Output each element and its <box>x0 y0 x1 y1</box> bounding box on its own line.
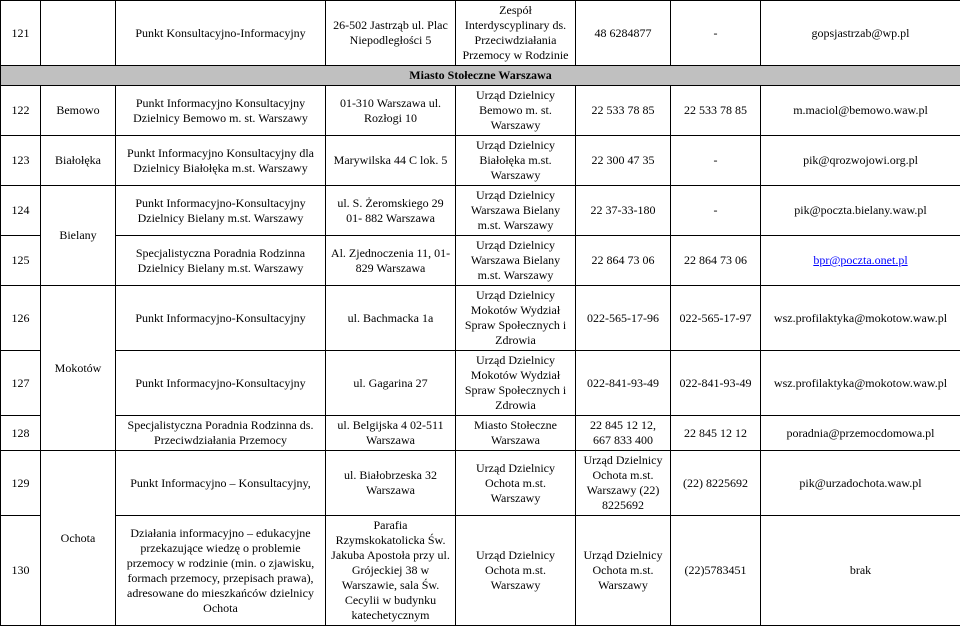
email-link[interactable]: bpr@poczta.onet.pl <box>813 253 907 267</box>
cell-phone1: 22 37-33-180 <box>576 186 671 236</box>
cell-email: poradnia@przemocdomowa.pl <box>761 416 960 451</box>
cell-email: m.maciol@bemowo.waw.pl <box>761 86 960 136</box>
cell-email: wsz.profilaktyka@mokotow.waw.pl <box>761 351 960 416</box>
table-row: 127 Punkt Informacyjno-Konsultacyjny ul.… <box>1 351 960 416</box>
cell-id: 126 <box>1 286 41 351</box>
cell-id: 122 <box>1 86 41 136</box>
table-row: 124 Bielany Punkt Informacyjno-Konsultac… <box>1 186 960 236</box>
cell-org: Urząd Dzielnicy Białołęka m.st. Warszawy <box>456 136 576 186</box>
cell-org: Urząd Dzielnicy Mokotów Wydział Spraw Sp… <box>456 351 576 416</box>
table-row: 128 Specjalistyczna Poradnia Rodzinna ds… <box>1 416 960 451</box>
cell-address: Al. Zjednoczenia 11, 01-829 Warszawa <box>326 236 456 286</box>
section-header-row: Miasto Stołeczne Warszawa <box>1 66 960 86</box>
cell-phone1: 22 300 47 35 <box>576 136 671 186</box>
cell-phone2: 22 845 12 12 <box>671 416 761 451</box>
cell-email: bpr@poczta.onet.pl <box>761 236 960 286</box>
cell-org: Zespół Interdyscyplinary ds. Przeciwdzia… <box>456 1 576 66</box>
cell-org: Urząd Dzielnicy Warszawa Bielany m.st. W… <box>456 236 576 286</box>
cell-address: ul. Gagarina 27 <box>326 351 456 416</box>
table-row: 123 Białołęka Punkt Informacyjno Konsult… <box>1 136 960 186</box>
cell-org: Urząd Dzielnicy Bemowo m. st. Warszawy <box>456 86 576 136</box>
cell-phone2: (22) 8225692 <box>671 451 761 516</box>
data-table: 121 Punkt Konsultacyjno-Informacyjny 26-… <box>0 0 960 626</box>
cell-org: Urząd Dzielnicy Ochota m.st. Warszawy <box>456 451 576 516</box>
cell-id: 127 <box>1 351 41 416</box>
cell-district: Bielany <box>41 186 116 286</box>
cell-phone2: 022-841-93-49 <box>671 351 761 416</box>
cell-org: Urząd Dzielnicy Ochota m.st. Warszawy <box>456 516 576 626</box>
cell-name: Punkt Informacyjno-Konsultacyjny <box>116 351 326 416</box>
table-row: 129 Ochota Punkt Informacyjno – Konsulta… <box>1 451 960 516</box>
cell-phone1: 22 533 78 85 <box>576 86 671 136</box>
cell-district: Ochota <box>41 451 116 626</box>
cell-phone1: Urząd Dzielnicy Ochota m.st. Warszawy (2… <box>576 451 671 516</box>
cell-phone1: 22 864 73 06 <box>576 236 671 286</box>
cell-email: pik@poczta.bielany.waw.pl <box>761 186 960 236</box>
cell-email: pik@urzadochota.waw.pl <box>761 451 960 516</box>
cell-address: Parafia Rzymskokatolicka Św. Jakuba Apos… <box>326 516 456 626</box>
cell-address: 26-502 Jastrząb ul. Plac Niepodległości … <box>326 1 456 66</box>
cell-id: 130 <box>1 516 41 626</box>
cell-org: Urząd Dzielnicy Mokotów Wydział Spraw Sp… <box>456 286 576 351</box>
cell-name: Punkt Konsultacyjno-Informacyjny <box>116 1 326 66</box>
cell-id: 128 <box>1 416 41 451</box>
cell-phone1: 022-565-17-96 <box>576 286 671 351</box>
cell-name: Punkt Informacyjno – Konsultacyjny, <box>116 451 326 516</box>
cell-district: Mokotów <box>41 286 116 451</box>
cell-phone1: 022-841-93-49 <box>576 351 671 416</box>
cell-phone2: 22 864 73 06 <box>671 236 761 286</box>
table-row: 126 Mokotów Punkt Informacyjno-Konsultac… <box>1 286 960 351</box>
cell-address: ul. Belgijska 4 02-511 Warszawa <box>326 416 456 451</box>
cell-email: wsz.profilaktyka@mokotow.waw.pl <box>761 286 960 351</box>
table-row: 130 Działania informacyjno – edukacyjne … <box>1 516 960 626</box>
cell-district <box>41 1 116 66</box>
cell-phone2: 022-565-17-97 <box>671 286 761 351</box>
cell-name: Punkt Informacyjno Konsultacyjny Dzielni… <box>116 86 326 136</box>
cell-name: Działania informacyjno – edukacyjne prze… <box>116 516 326 626</box>
cell-email: gopsjastrzab@wp.pl <box>761 1 960 66</box>
cell-address: 01-310 Warszawa ul. Rozłogi 10 <box>326 86 456 136</box>
cell-email: brak <box>761 516 960 626</box>
cell-phone1: Urząd Dzielnicy Ochota m.st. Warszawy <box>576 516 671 626</box>
table-row: 121 Punkt Konsultacyjno-Informacyjny 26-… <box>1 1 960 66</box>
cell-phone2: - <box>671 136 761 186</box>
cell-org: Miasto Stołeczne Warszawa <box>456 416 576 451</box>
cell-phone1: 48 6284877 <box>576 1 671 66</box>
cell-address: ul. S. Żeromskiego 29 01- 882 Warszawa <box>326 186 456 236</box>
cell-name: Specjalistyczna Poradnia Rodzinna ds. Pr… <box>116 416 326 451</box>
cell-name: Punkt Informacyjno Konsultacyjny dla Dzi… <box>116 136 326 186</box>
cell-phone1: 22 845 12 12, 667 833 400 <box>576 416 671 451</box>
cell-address: Marywilska 44 C lok. 5 <box>326 136 456 186</box>
cell-phone2: 22 533 78 85 <box>671 86 761 136</box>
cell-org: Urząd Dzielnicy Warszawa Bielany m.st. W… <box>456 186 576 236</box>
cell-phone2: (22)5783451 <box>671 516 761 626</box>
cell-name: Specjalistyczna Poradnia Rodzinna Dzieln… <box>116 236 326 286</box>
cell-id: 123 <box>1 136 41 186</box>
cell-phone2: - <box>671 186 761 236</box>
cell-district: Białołęka <box>41 136 116 186</box>
cell-name: Punkt Informacyjno-Konsultacyjny <box>116 286 326 351</box>
cell-address: ul. Białobrzeska 32 Warszawa <box>326 451 456 516</box>
cell-id: 121 <box>1 1 41 66</box>
cell-id: 124 <box>1 186 41 236</box>
cell-district: Bemowo <box>41 86 116 136</box>
cell-name: Punkt Informacyjno-Konsultacyjny Dzielni… <box>116 186 326 236</box>
cell-email: pik@qrozwojowi.org.pl <box>761 136 960 186</box>
section-header: Miasto Stołeczne Warszawa <box>1 66 960 86</box>
cell-phone2: - <box>671 1 761 66</box>
cell-id: 129 <box>1 451 41 516</box>
cell-id: 125 <box>1 236 41 286</box>
table-row: 125 Specjalistyczna Poradnia Rodzinna Dz… <box>1 236 960 286</box>
table-row: 122 Bemowo Punkt Informacyjno Konsultacy… <box>1 86 960 136</box>
cell-address: ul. Bachmacka 1a <box>326 286 456 351</box>
